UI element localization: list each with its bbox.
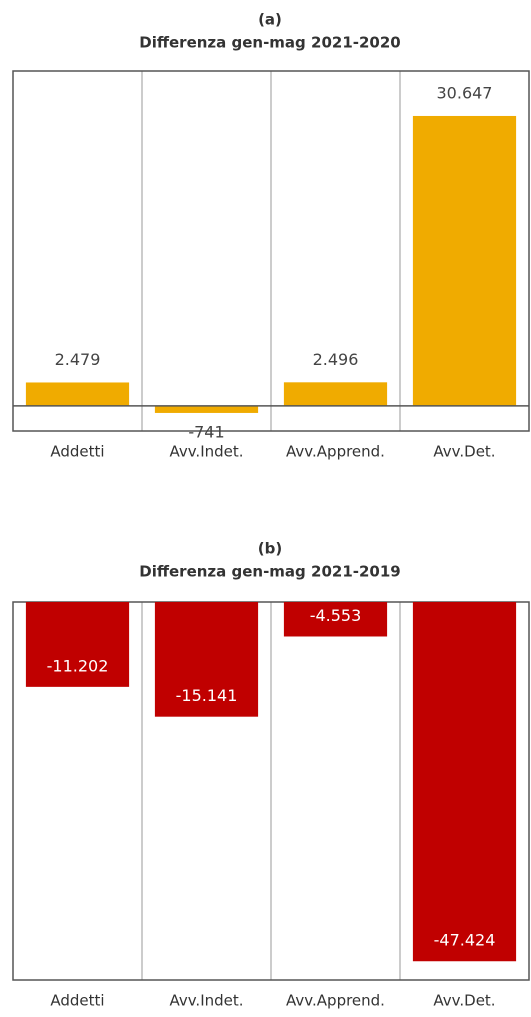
- value-label: -11.202: [47, 656, 109, 675]
- value-label: -4.553: [310, 606, 362, 625]
- bar: [25, 602, 130, 687]
- bar: [412, 602, 517, 962]
- plot-frame: [12, 70, 530, 432]
- value-label: -15.141: [176, 686, 238, 705]
- chart-title: (a): [258, 11, 282, 29]
- bar: [25, 382, 130, 406]
- bar: [154, 602, 259, 717]
- x-tick-label: Addetti: [50, 992, 104, 1010]
- value-label: 2.479: [55, 350, 101, 369]
- bar: [154, 405, 259, 413]
- x-tick-label: Avv.Indet.: [169, 992, 243, 1010]
- chart-title: (b): [258, 540, 282, 558]
- value-label: 30.647: [437, 83, 493, 102]
- x-tick-label: Avv.Apprend.: [286, 443, 385, 461]
- value-label: 2.496: [313, 350, 359, 369]
- chart-subtitle: Differenza gen-mag 2021-2020: [139, 34, 401, 52]
- x-tick-label: Avv.Apprend.: [286, 992, 385, 1010]
- x-tick-label: Avv.Det.: [433, 443, 495, 461]
- bar: [283, 382, 388, 406]
- x-tick-label: Avv.Det.: [433, 992, 495, 1010]
- value-label: -741: [188, 422, 224, 441]
- value-label: -47.424: [434, 931, 496, 950]
- x-tick-label: Addetti: [50, 443, 104, 461]
- chart-subtitle: Differenza gen-mag 2021-2019: [139, 563, 401, 581]
- bar: [283, 602, 388, 637]
- x-tick-label: Avv.Indet.: [169, 443, 243, 461]
- bar: [412, 115, 517, 406]
- plot-frame: [12, 601, 530, 981]
